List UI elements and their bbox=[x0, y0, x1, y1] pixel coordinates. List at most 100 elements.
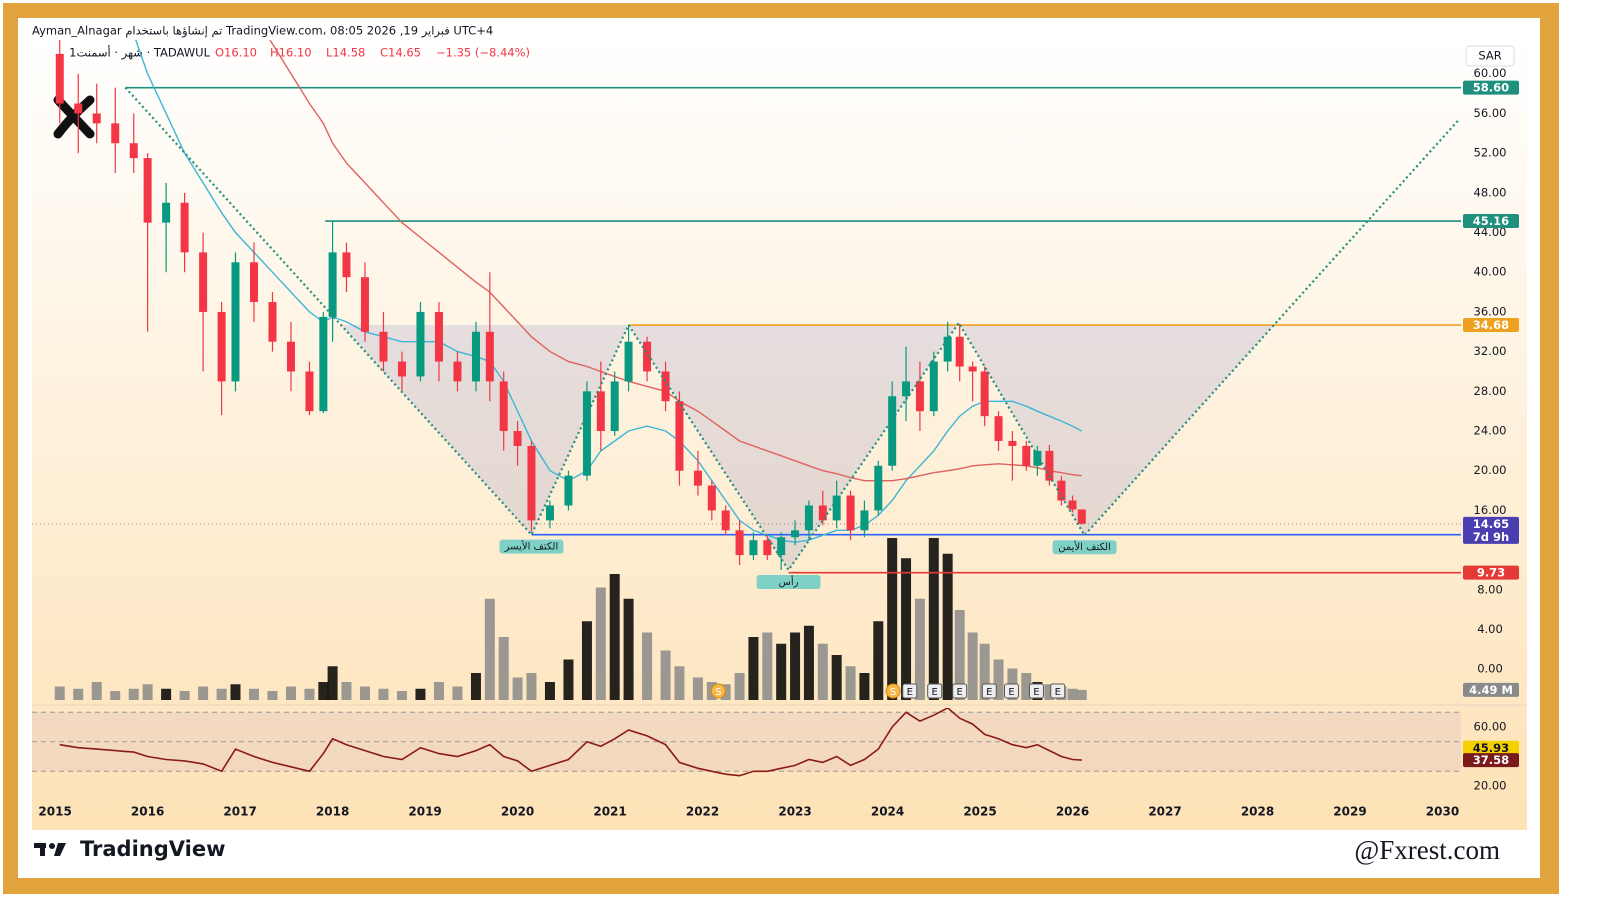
volume-bar bbox=[817, 643, 828, 700]
volume-bar bbox=[216, 688, 227, 700]
candle-body bbox=[943, 336, 952, 362]
volume-bar bbox=[595, 587, 606, 700]
volume-bar bbox=[901, 558, 912, 700]
candle-body bbox=[902, 381, 911, 397]
candle-body bbox=[360, 277, 369, 332]
event-marker bbox=[1003, 683, 1019, 699]
candle-body bbox=[1045, 450, 1054, 481]
candle-body bbox=[1077, 509, 1086, 524]
candle-body bbox=[832, 495, 841, 521]
event-label: S bbox=[715, 687, 721, 698]
candle-body bbox=[874, 465, 883, 511]
x-tick-label: 2025 bbox=[963, 805, 996, 819]
volume-bar bbox=[544, 682, 555, 700]
volume-bar bbox=[484, 598, 495, 700]
volume-bar bbox=[692, 677, 703, 700]
volume-bar bbox=[1067, 688, 1078, 700]
candle-body bbox=[888, 396, 897, 466]
volume-bar bbox=[452, 686, 463, 700]
pattern-label: رأس bbox=[779, 575, 799, 588]
countdown: 7d 9h bbox=[1473, 530, 1509, 544]
level-label-box bbox=[1463, 80, 1519, 95]
x-tick-label: 2016 bbox=[131, 805, 164, 819]
y-tick-label: 20.00 bbox=[1474, 463, 1507, 477]
event-marker bbox=[927, 683, 943, 699]
volume-bar bbox=[128, 688, 139, 700]
volume-bar bbox=[179, 691, 190, 700]
volume-bar bbox=[954, 610, 965, 700]
candle-body bbox=[485, 331, 494, 382]
event-label: E bbox=[986, 687, 992, 698]
candle-body bbox=[955, 336, 964, 367]
volume-bar bbox=[967, 632, 978, 700]
y-tick-label: 0.00 bbox=[1477, 662, 1503, 676]
volume-label: 4.49 M bbox=[1469, 683, 1513, 697]
y-tick-label: 56.00 bbox=[1474, 106, 1507, 120]
volume-bar bbox=[762, 632, 773, 700]
volume-bar bbox=[54, 686, 65, 700]
candle-body bbox=[499, 381, 508, 432]
y-tick-label: 52.00 bbox=[1474, 146, 1507, 160]
event-marker bbox=[1050, 683, 1066, 699]
candle-body bbox=[610, 381, 619, 432]
x-tick-label: 2018 bbox=[316, 805, 349, 819]
volume-bar bbox=[563, 659, 574, 700]
volume-bar bbox=[928, 538, 939, 700]
candle-body bbox=[231, 262, 240, 382]
candle-body bbox=[763, 540, 772, 556]
event-marker bbox=[1028, 683, 1044, 699]
y-tick-label: 44.00 bbox=[1474, 225, 1507, 239]
candle-body bbox=[471, 331, 480, 382]
candle-body bbox=[319, 316, 328, 412]
candle-body bbox=[545, 505, 554, 521]
event-label: S bbox=[890, 687, 896, 698]
candle-body bbox=[74, 103, 83, 114]
volume-bar bbox=[327, 666, 338, 700]
candle-body bbox=[416, 311, 425, 377]
volume-bar bbox=[341, 682, 352, 700]
candle-body bbox=[980, 371, 989, 417]
volume-bar bbox=[498, 637, 509, 700]
event-label: E bbox=[932, 687, 938, 698]
y-tick-label: 40.00 bbox=[1474, 265, 1507, 279]
header-line: Ayman_Alnagar تم إنشاؤها باستخدام Tradin… bbox=[32, 24, 493, 39]
candle-body bbox=[217, 311, 226, 382]
volume-bar bbox=[1021, 673, 1032, 700]
level-label: 34.68 bbox=[1473, 318, 1509, 332]
volume-bar bbox=[318, 682, 329, 700]
y-tick-label: 32.00 bbox=[1474, 344, 1507, 358]
candle-body bbox=[661, 371, 670, 402]
candle-body bbox=[286, 341, 295, 372]
volume-bar bbox=[433, 682, 444, 700]
x-tick-label: 2017 bbox=[223, 805, 256, 819]
ohlc-low: L14.58 bbox=[326, 46, 365, 60]
volume-bar bbox=[110, 691, 121, 700]
candle-body bbox=[596, 391, 605, 432]
volume-bar bbox=[845, 666, 856, 700]
axes: 2015 2016 2017 2018 2019 2020 2021 2022 2023 2024… bbox=[38, 66, 1519, 819]
candle-body bbox=[129, 143, 138, 159]
candle-body bbox=[397, 361, 406, 377]
y-tick-label: 60.00 bbox=[1474, 66, 1507, 80]
event-label: E bbox=[1033, 687, 1039, 698]
y-tick-label: 24.00 bbox=[1474, 424, 1507, 438]
candle-body bbox=[860, 510, 869, 531]
pattern-area bbox=[341, 322, 1274, 570]
event-label: E bbox=[907, 687, 913, 698]
y-tick-label: 8.00 bbox=[1477, 582, 1503, 596]
candle-body bbox=[929, 361, 938, 412]
volume-bar bbox=[230, 684, 241, 700]
brand: TradingView bbox=[80, 837, 225, 861]
candle-body bbox=[1022, 445, 1031, 466]
candle-body bbox=[1033, 450, 1042, 466]
volume-bar bbox=[942, 553, 953, 700]
x-tick-label: 2023 bbox=[778, 805, 811, 819]
volume-bar bbox=[248, 688, 259, 700]
last-price-box bbox=[1463, 516, 1519, 531]
volume-bar bbox=[674, 666, 685, 700]
y-tick-label: 36.00 bbox=[1474, 304, 1507, 318]
candle-body bbox=[434, 311, 443, 362]
volume-bar bbox=[161, 688, 172, 700]
event-label: E bbox=[957, 687, 963, 698]
